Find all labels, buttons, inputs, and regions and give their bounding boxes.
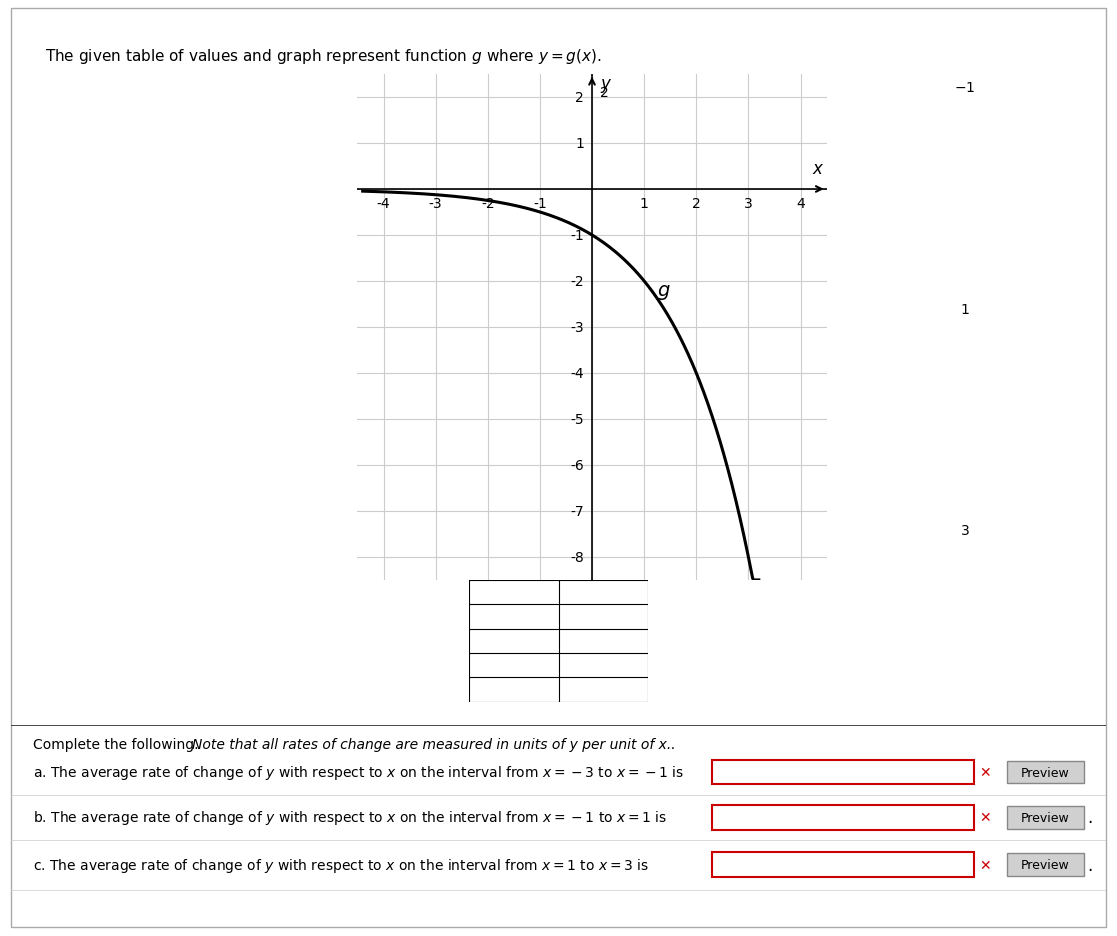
Text: 2: 2: [691, 197, 700, 211]
Text: $g$: $g$: [657, 283, 671, 301]
Text: .: .: [1087, 809, 1092, 826]
Bar: [712, 805, 974, 830]
Text: Preview: Preview: [1021, 858, 1070, 871]
Text: -5: -5: [571, 413, 584, 427]
Text: Complete the following.: Complete the following.: [34, 738, 203, 752]
Text: -4: -4: [571, 367, 584, 381]
Text: $x$: $x$: [812, 160, 824, 178]
Text: Note that all rates of change are measured in units of y per unit of x..: Note that all rates of change are measur…: [192, 738, 676, 752]
Text: -7: -7: [571, 505, 584, 519]
Text: The given table of values and graph represent function $g$ where $y = g(x)$.: The given table of values and graph repr…: [45, 47, 601, 66]
Text: ✕: ✕: [980, 811, 991, 825]
Text: -1: -1: [571, 228, 584, 242]
Text: -1: -1: [533, 197, 546, 211]
Text: -3: -3: [429, 197, 442, 211]
Text: -6: -6: [571, 459, 584, 473]
Text: ✕: ✕: [980, 766, 991, 779]
Text: 4: 4: [796, 197, 805, 211]
Text: $-1$: $-1$: [954, 81, 975, 95]
Text: 3: 3: [744, 197, 753, 211]
Text: -4: -4: [376, 197, 390, 211]
Bar: [712, 760, 974, 784]
Text: -2: -2: [571, 274, 584, 288]
Text: -3: -3: [571, 321, 584, 334]
Bar: [1008, 854, 1083, 876]
Text: $1$: $1$: [960, 302, 970, 316]
Text: .: .: [1087, 856, 1092, 874]
Text: ✕: ✕: [980, 858, 991, 871]
Text: b. The average rate of change of $y$ with respect to $x$ on the interval from $x: b. The average rate of change of $y$ wit…: [34, 809, 667, 826]
Text: Preview: Preview: [1021, 811, 1070, 824]
Text: 1: 1: [575, 137, 584, 151]
Bar: [712, 853, 974, 877]
Text: $y$: $y$: [600, 77, 612, 95]
Text: -2: -2: [481, 197, 495, 211]
Text: $3$: $3$: [960, 523, 970, 537]
Text: 2: 2: [600, 86, 609, 100]
Text: Preview: Preview: [1021, 766, 1070, 779]
Text: -8: -8: [571, 550, 584, 564]
Bar: [1008, 761, 1083, 783]
Bar: [1008, 806, 1083, 829]
Text: a. The average rate of change of $y$ with respect to $x$ on the interval from $x: a. The average rate of change of $y$ wit…: [34, 763, 684, 782]
Text: c. The average rate of change of $y$ with respect to $x$ on the interval from $x: c. The average rate of change of $y$ wit…: [34, 856, 649, 874]
Text: 1: 1: [640, 197, 649, 211]
Text: 2: 2: [575, 91, 584, 105]
